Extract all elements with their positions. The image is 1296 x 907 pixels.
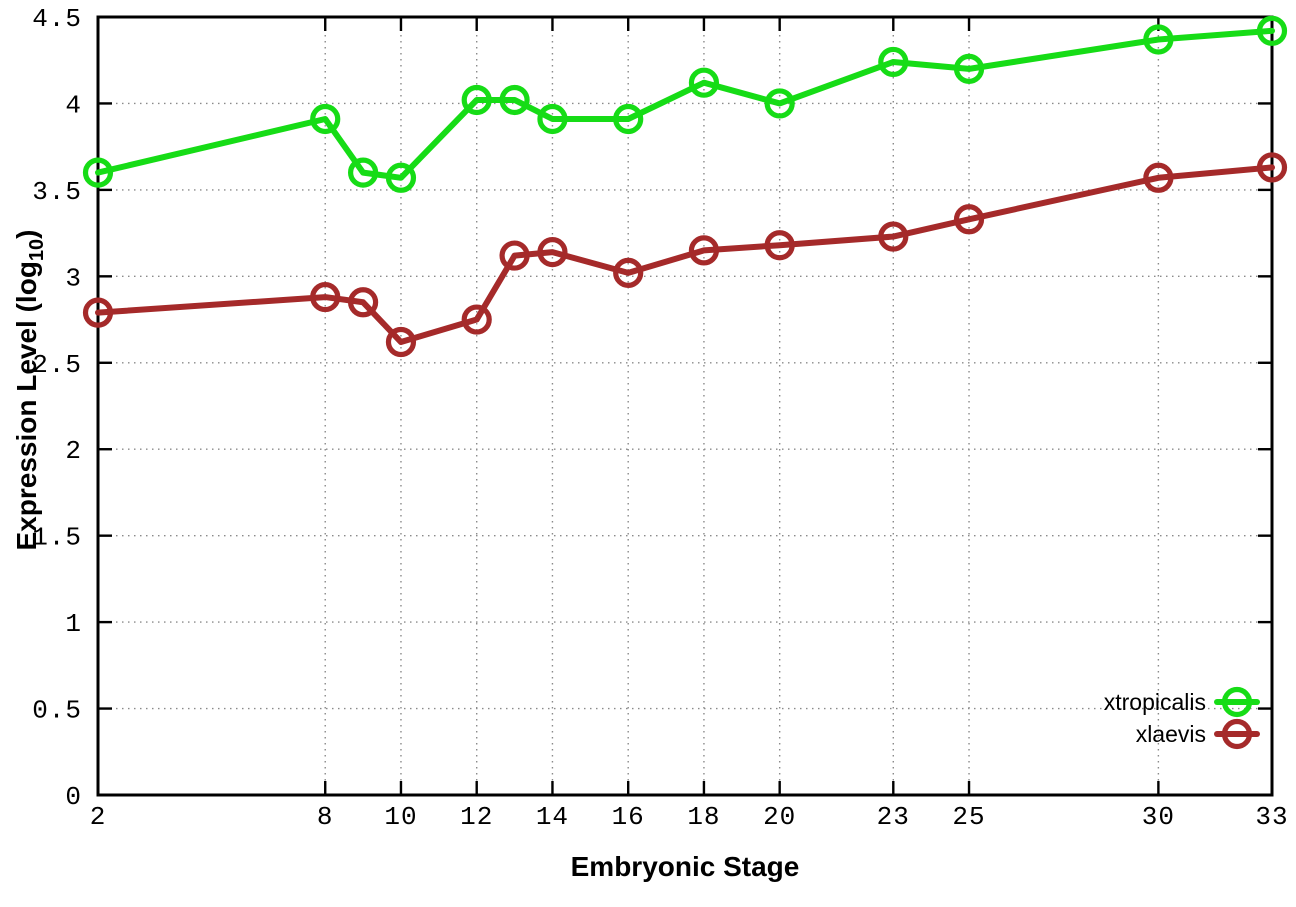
data-point-marker-xtropicalis <box>878 46 909 78</box>
series-line-xlaevis <box>95 164 1275 346</box>
x-tick-label: 8 <box>317 802 334 832</box>
data-point-marker-xlaevis <box>613 257 644 288</box>
series-line-xtropicalis <box>95 27 1275 181</box>
x-tick-label: 14 <box>536 802 569 832</box>
x-tick-label: 12 <box>460 802 493 832</box>
x-tick-label: 33 <box>1255 802 1288 832</box>
data-point-marker-xlaevis <box>878 221 909 252</box>
y-tick-label: 4.5 <box>32 4 82 34</box>
data-point-marker-xtropicalis <box>1143 24 1174 55</box>
data-point-marker-xtropicalis <box>347 157 379 188</box>
data-point-marker-xtropicalis <box>613 103 644 135</box>
series-layer <box>82 15 1288 358</box>
plot-border <box>96 15 1274 797</box>
data-point-marker-xlaevis <box>347 287 379 318</box>
x-tick-label: 10 <box>384 802 417 832</box>
legend: xtropicalis xlaevis <box>1104 686 1260 750</box>
x-tick-label: 23 <box>877 802 910 832</box>
y-tick-label: 3.5 <box>32 177 82 207</box>
x-tick-label: 18 <box>687 802 720 832</box>
data-point-marker-xtropicalis <box>537 103 568 135</box>
data-point-marker-xtropicalis <box>764 88 795 119</box>
x-tick-label: 25 <box>952 802 985 832</box>
y-tick-label: 4 <box>65 90 82 120</box>
y-tick-label: 1 <box>65 609 82 639</box>
legend-label-xtropicalis: xtropicalis <box>1104 689 1206 715</box>
data-point-marker-xlaevis <box>461 304 492 335</box>
data-point-marker-xlaevis <box>1143 162 1174 193</box>
y-tick-label: 1.5 <box>32 523 82 553</box>
data-point-marker-xtropicalis <box>688 67 720 98</box>
legend-label-xlaevis: xlaevis <box>1136 721 1206 747</box>
data-point-marker-xlaevis <box>688 235 720 266</box>
grid-layer <box>98 17 1272 795</box>
x-tick-label: 2 <box>90 802 107 832</box>
data-point-marker-xtropicalis <box>82 157 114 188</box>
data-point-marker-xlaevis <box>1256 152 1288 183</box>
axis-layer: 2 8 10 12 14 16 18 20 23 25 30 33 0 0.5 1 1.5 2 2.5 3 3.5 4 4… <box>32 4 1288 832</box>
data-point-marker-xtropicalis <box>385 162 417 193</box>
data-point-marker-xtropicalis <box>461 84 492 116</box>
data-point-marker-xlaevis <box>953 204 985 235</box>
y-tick-label: 2.5 <box>32 350 82 380</box>
data-point-marker-xtropicalis <box>953 53 985 84</box>
data-point-marker-xtropicalis <box>499 84 530 116</box>
y-tick-label: 0 <box>65 782 82 812</box>
data-point-marker-xlaevis <box>82 297 114 328</box>
data-point-marker-xlaevis <box>764 230 795 261</box>
y-tick-label: 3 <box>65 263 82 293</box>
y-tick-label: 0.5 <box>32 696 82 726</box>
y-tick-label: 2 <box>65 436 82 466</box>
data-point-marker-xlaevis <box>385 326 417 358</box>
data-point-marker-xlaevis <box>537 237 568 268</box>
data-point-marker-xtropicalis <box>310 103 341 135</box>
legend-marker-xtropicalis <box>1221 686 1253 718</box>
x-axis-title: Embryonic Stage <box>571 851 800 882</box>
x-tick-label: 20 <box>763 802 796 832</box>
x-tick-label: 30 <box>1142 802 1175 832</box>
x-tick-label: 16 <box>612 802 645 832</box>
data-point-marker-xtropicalis <box>1256 15 1288 46</box>
legend-marker-xlaevis <box>1221 718 1253 750</box>
y-axis-title: Expression Level (log10) <box>11 230 48 551</box>
data-point-marker-xlaevis <box>499 240 530 271</box>
data-point-marker-xlaevis <box>310 281 341 313</box>
